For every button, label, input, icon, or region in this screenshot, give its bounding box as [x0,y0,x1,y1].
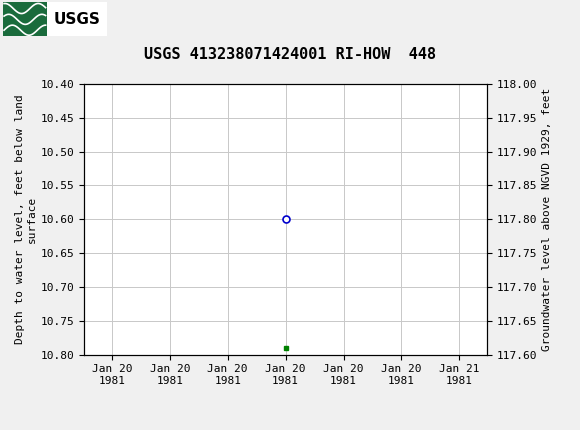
Text: USGS: USGS [53,12,100,27]
FancyBboxPatch shape [3,2,47,37]
FancyBboxPatch shape [3,2,107,37]
Y-axis label: Depth to water level, feet below land
surface: Depth to water level, feet below land su… [15,95,37,344]
Text: USGS 413238071424001 RI-HOW  448: USGS 413238071424001 RI-HOW 448 [144,47,436,62]
Y-axis label: Groundwater level above NGVD 1929, feet: Groundwater level above NGVD 1929, feet [542,88,552,351]
